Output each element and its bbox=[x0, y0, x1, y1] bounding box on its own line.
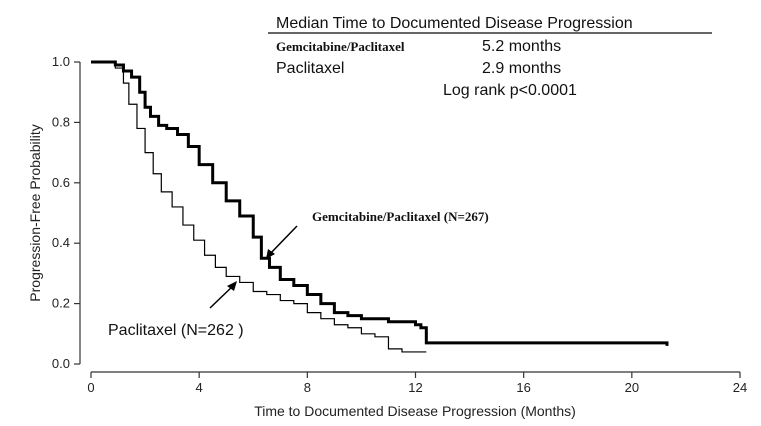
y-tick-labels: 0.0 0.2 0.4 0.6 0.8 1.0 bbox=[52, 54, 70, 371]
gem-arrowhead bbox=[266, 249, 275, 259]
x-tick-label: 24 bbox=[733, 380, 747, 395]
pac-annotation-label: Paclitaxel (N=262 ) bbox=[108, 322, 244, 339]
legend-box: Median Time to Documented Disease Progre… bbox=[268, 15, 712, 99]
gem-annotation-label: Gemcitabine/Paclitaxel (N=267) bbox=[312, 209, 489, 224]
x-axis-title: Time to Documented Disease Progression (… bbox=[254, 403, 576, 419]
x-tick-label: 0 bbox=[87, 380, 94, 395]
legend-row-gem-value: 5.2 months bbox=[482, 38, 561, 55]
annotations: Gemcitabine/Paclitaxel (N=267) Paclitaxe… bbox=[108, 209, 489, 339]
x-tick-labels: 0 4 8 12 16 20 24 bbox=[87, 380, 747, 395]
x-tick-label: 4 bbox=[196, 380, 203, 395]
axes bbox=[74, 61, 741, 378]
x-tick-label: 8 bbox=[304, 380, 311, 395]
y-tick-label: 0.4 bbox=[52, 235, 70, 250]
legend-stat: Log rank p<0.0001 bbox=[443, 82, 577, 99]
legend-heading: Median Time to Documented Disease Progre… bbox=[276, 15, 633, 32]
y-axis-title: Progression-Free Probability bbox=[27, 124, 43, 301]
y-tick-label: 0.6 bbox=[52, 175, 70, 190]
series-layer bbox=[91, 60, 669, 353]
x-tick-label: 20 bbox=[625, 380, 639, 395]
legend-row-gem-label: Gemcitabine/Paclitaxel bbox=[276, 39, 405, 54]
x-tick-label: 12 bbox=[408, 380, 422, 395]
series-line-gemcitabine-paclitaxel bbox=[91, 60, 669, 346]
y-tick-label: 0.8 bbox=[52, 114, 70, 129]
pac-arrowhead bbox=[227, 281, 237, 291]
gem-annotation-arrow bbox=[267, 225, 298, 257]
legend-row-pac-label: Paclitaxel bbox=[276, 60, 344, 77]
x-tick-label: 16 bbox=[516, 380, 530, 395]
y-tick-label: 0.0 bbox=[52, 356, 70, 371]
y-tick-label: 1.0 bbox=[52, 54, 70, 69]
legend-row-pac-value: 2.9 months bbox=[482, 60, 561, 77]
series-line-paclitaxel bbox=[91, 61, 427, 353]
y-tick-label: 0.2 bbox=[52, 296, 70, 311]
